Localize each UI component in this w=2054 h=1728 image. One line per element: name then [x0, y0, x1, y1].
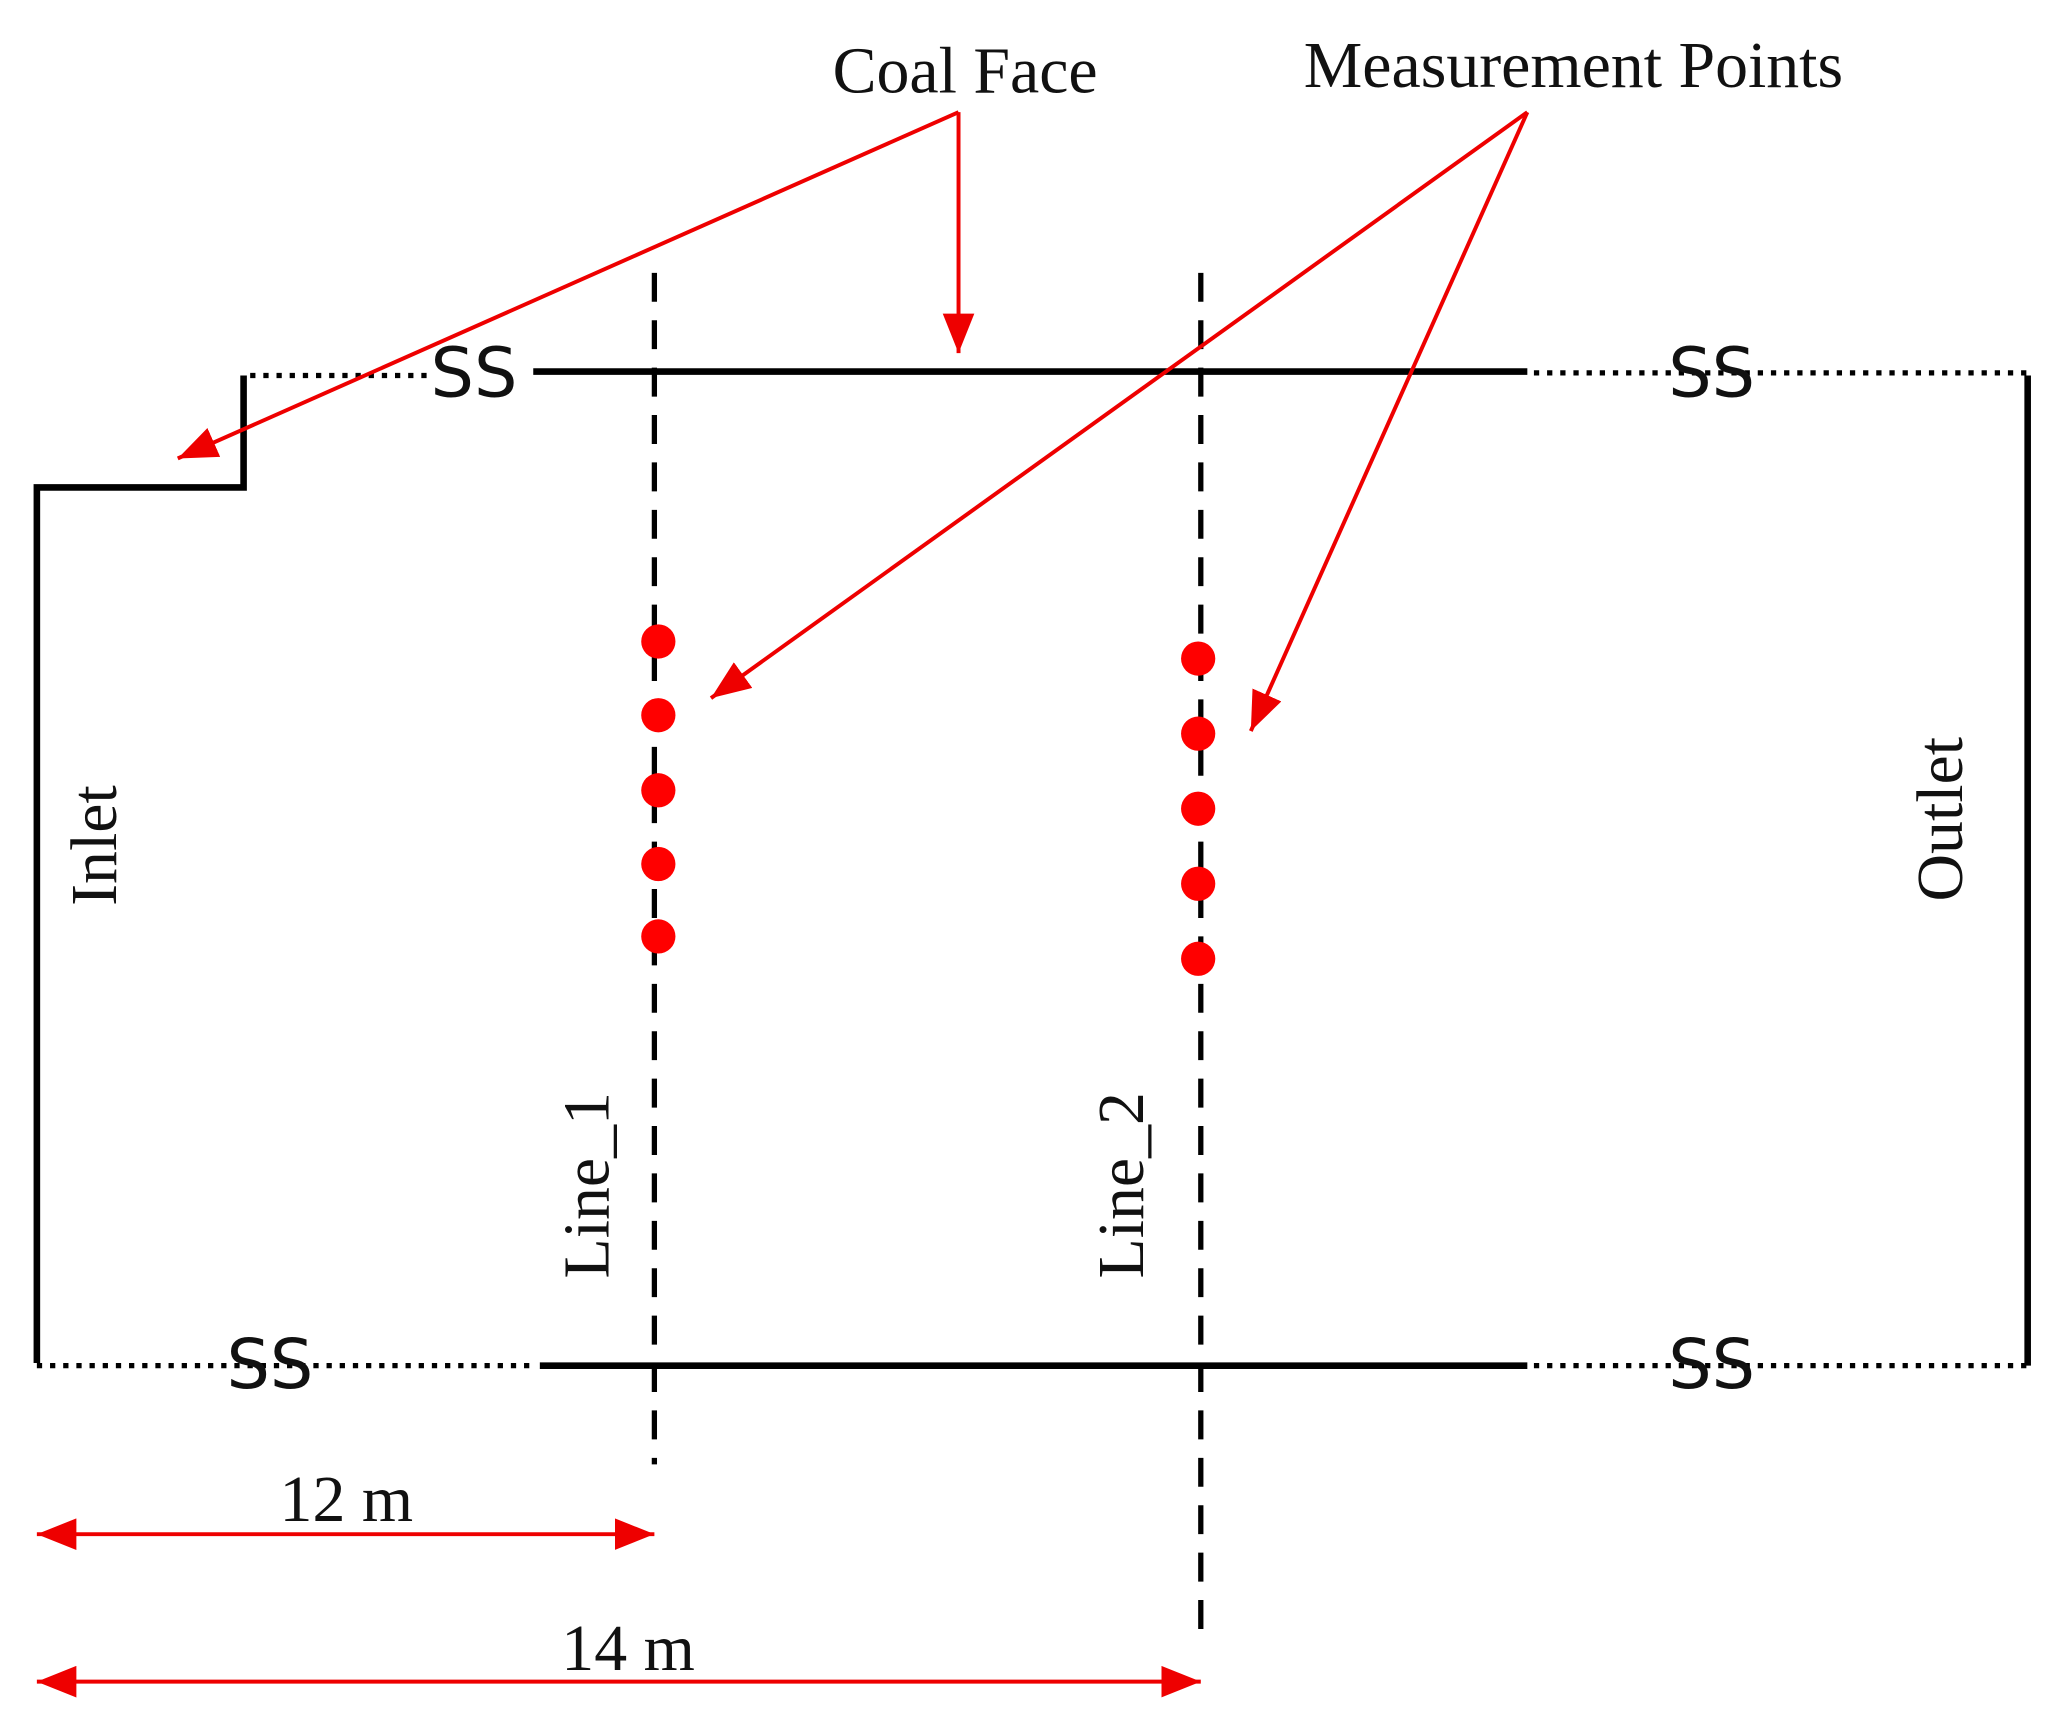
- dimension-arrows: [36, 1518, 1201, 1698]
- line-1-label: Line_1: [550, 1092, 623, 1278]
- inlet-label: Inlet: [58, 785, 131, 906]
- dimension-label: 12 m: [280, 1463, 414, 1536]
- point: [1181, 791, 1216, 826]
- break-symbol: SS: [1668, 334, 1755, 414]
- point: [641, 624, 676, 659]
- break-symbol: SS: [431, 334, 518, 414]
- point: [1181, 941, 1216, 976]
- walls: [33, 368, 2031, 1369]
- point: [641, 846, 676, 882]
- break-symbol: SS: [226, 1325, 313, 1405]
- inlet-wall: [33, 375, 247, 1364]
- point: [641, 698, 676, 733]
- arrow: [1249, 111, 1530, 732]
- break-symbol: SS: [1668, 1325, 1755, 1405]
- measurement-points: [641, 624, 1216, 976]
- dimension-label: 14 m: [561, 1612, 695, 1685]
- line-2-label: Line_2: [1085, 1092, 1158, 1278]
- point: [1181, 866, 1216, 901]
- point: [641, 919, 676, 954]
- point: [1181, 641, 1216, 676]
- arrow: [176, 110, 960, 461]
- point: [1181, 716, 1216, 751]
- outlet-label: Outlet: [1904, 737, 1977, 902]
- coal-face-label: Coal Face: [833, 34, 1098, 107]
- point: [641, 773, 676, 808]
- arrow: [709, 110, 1529, 700]
- callout-arrows: [176, 110, 1530, 732]
- measurement-points-label: Measurement Points: [1304, 29, 1843, 102]
